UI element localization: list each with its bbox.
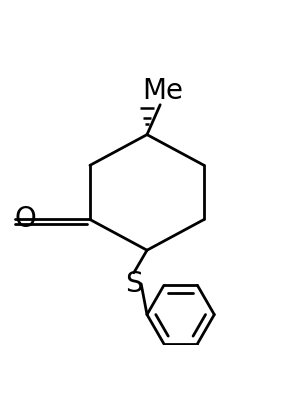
Text: Me: Me (143, 77, 183, 105)
Text: S: S (125, 270, 143, 298)
Text: O: O (15, 205, 36, 234)
